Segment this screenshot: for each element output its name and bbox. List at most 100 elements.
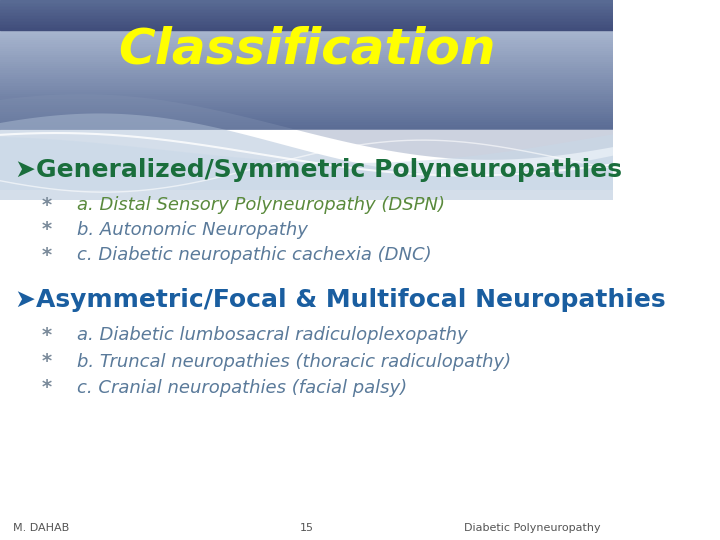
Bar bbox=[0, 4, 613, 6]
Bar bbox=[0, 100, 613, 102]
Bar bbox=[0, 2, 613, 4]
Bar bbox=[0, 78, 613, 80]
Bar bbox=[0, 37, 613, 39]
Text: c. Diabetic neuropathic cachexia (DNC): c. Diabetic neuropathic cachexia (DNC) bbox=[76, 246, 431, 264]
Text: M. DAHAB: M. DAHAB bbox=[13, 523, 69, 533]
Bar bbox=[0, 18, 613, 19]
Bar bbox=[0, 30, 613, 32]
Bar bbox=[0, 15, 613, 17]
Bar bbox=[0, 3, 613, 4]
PathPatch shape bbox=[0, 134, 613, 190]
PathPatch shape bbox=[0, 113, 613, 200]
Text: c. Cranial neuropathies (facial palsy): c. Cranial neuropathies (facial palsy) bbox=[76, 379, 407, 397]
Bar bbox=[0, 73, 613, 76]
Bar bbox=[0, 102, 613, 104]
Text: *: * bbox=[42, 195, 52, 214]
Bar bbox=[0, 14, 613, 15]
Bar bbox=[0, 124, 613, 126]
Text: b. Truncal neuropathies (thoracic radiculopathy): b. Truncal neuropathies (thoracic radicu… bbox=[76, 353, 510, 371]
Bar bbox=[0, 0, 613, 2]
Bar bbox=[0, 69, 613, 71]
Bar bbox=[0, 21, 613, 23]
Bar bbox=[0, 11, 613, 13]
Bar bbox=[0, 126, 613, 128]
Bar bbox=[0, 52, 613, 54]
Bar bbox=[0, 117, 613, 119]
Bar bbox=[0, 10, 613, 12]
Bar bbox=[0, 98, 613, 100]
Bar bbox=[0, 23, 613, 24]
Bar bbox=[0, 122, 613, 124]
Bar bbox=[0, 35, 613, 37]
Bar bbox=[0, 32, 613, 35]
Bar bbox=[0, 93, 613, 96]
Bar bbox=[0, 26, 613, 28]
Bar bbox=[0, 113, 613, 115]
Text: a. Diabetic lumbosacral radiculoplexopathy: a. Diabetic lumbosacral radiculoplexopat… bbox=[76, 326, 467, 344]
Bar bbox=[0, 4, 613, 6]
Bar bbox=[0, 111, 613, 113]
Bar bbox=[0, 89, 613, 91]
Text: ➤Generalized/Symmetric Polyneuropathies: ➤Generalized/Symmetric Polyneuropathies bbox=[15, 158, 622, 182]
Bar bbox=[0, 60, 613, 63]
Text: ➤Asymmetric/Focal & Multifocal Neuropathies: ➤Asymmetric/Focal & Multifocal Neuropath… bbox=[15, 288, 666, 312]
Bar bbox=[0, 0, 613, 2]
Bar bbox=[0, 2, 613, 3]
Bar bbox=[0, 27, 613, 29]
Bar bbox=[0, 6, 613, 8]
Text: a. Distal Sensory Polyneuropathy (DSPN): a. Distal Sensory Polyneuropathy (DSPN) bbox=[76, 196, 445, 214]
Bar bbox=[0, 13, 613, 15]
Bar bbox=[0, 130, 613, 540]
Text: *: * bbox=[42, 353, 52, 372]
Bar bbox=[0, 22, 613, 24]
Bar bbox=[0, 12, 613, 14]
Bar bbox=[0, 48, 613, 50]
Bar bbox=[0, 25, 613, 27]
Bar bbox=[0, 67, 613, 69]
Bar bbox=[0, 41, 613, 43]
Bar bbox=[0, 76, 613, 78]
Bar bbox=[0, 54, 613, 56]
Bar bbox=[0, 9, 613, 10]
Bar bbox=[0, 39, 613, 41]
Bar bbox=[0, 19, 613, 22]
Bar bbox=[0, 17, 613, 18]
Bar bbox=[0, 119, 613, 122]
Bar bbox=[0, 17, 613, 19]
Bar bbox=[0, 28, 613, 30]
Bar bbox=[0, 19, 613, 21]
Bar bbox=[0, 24, 613, 25]
Text: *: * bbox=[42, 220, 52, 240]
Bar bbox=[0, 24, 613, 26]
PathPatch shape bbox=[0, 94, 613, 160]
Bar bbox=[0, 65, 613, 67]
Bar bbox=[0, 45, 613, 48]
Bar bbox=[0, 43, 613, 45]
Bar bbox=[0, 109, 613, 111]
Bar bbox=[0, 8, 613, 9]
Text: Diabetic Polyneuropathy: Diabetic Polyneuropathy bbox=[464, 523, 600, 533]
Text: b. Autonomic Neuropathy: b. Autonomic Neuropathy bbox=[76, 221, 307, 239]
Bar bbox=[0, 63, 613, 65]
Bar bbox=[0, 82, 613, 84]
Bar bbox=[0, 84, 613, 86]
Bar bbox=[0, 96, 613, 98]
Text: *: * bbox=[42, 326, 52, 345]
Bar bbox=[0, 50, 613, 52]
Bar bbox=[0, 29, 613, 30]
Bar bbox=[0, 6, 613, 9]
Bar bbox=[0, 56, 613, 58]
Text: Classification: Classification bbox=[118, 26, 495, 74]
Bar bbox=[0, 15, 613, 17]
Bar bbox=[0, 104, 613, 106]
Bar bbox=[0, 58, 613, 60]
Bar bbox=[0, 106, 613, 109]
Text: *: * bbox=[42, 246, 52, 265]
Bar bbox=[0, 115, 613, 117]
Text: 15: 15 bbox=[300, 523, 314, 533]
Bar bbox=[0, 86, 613, 89]
Bar bbox=[0, 71, 613, 73]
Bar bbox=[0, 91, 613, 93]
Bar bbox=[0, 128, 613, 130]
Text: *: * bbox=[42, 379, 52, 397]
